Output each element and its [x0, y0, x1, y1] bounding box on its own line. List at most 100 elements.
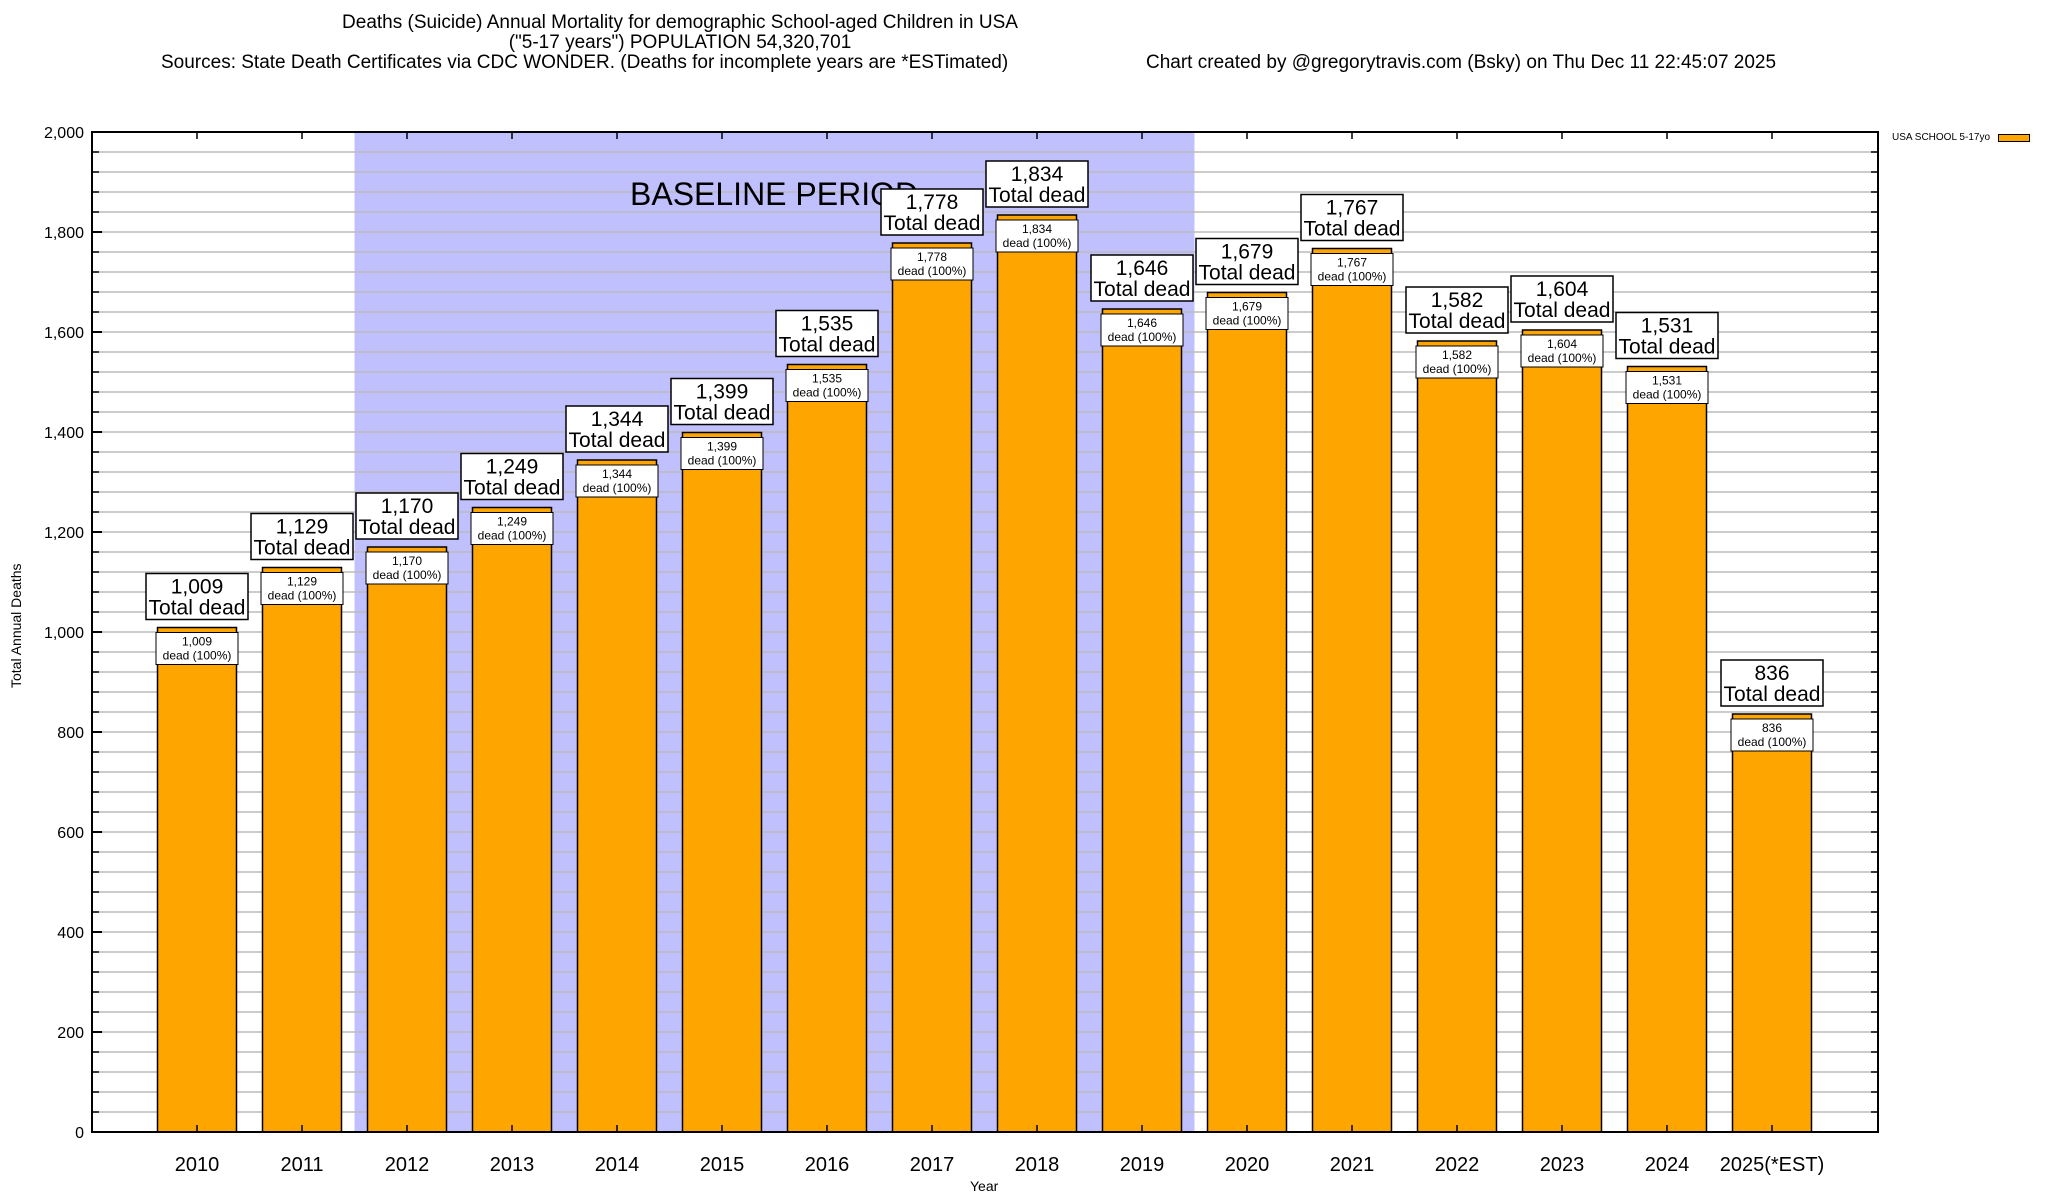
inner-label-text: dead (100%): [1423, 362, 1492, 376]
total-label-box: [775, 309, 879, 358]
y-tick-label: 1,400: [44, 425, 84, 442]
bar: [156, 626, 238, 1133]
total-label-box: [250, 512, 354, 561]
inner-label-text: dead (100%): [1003, 236, 1072, 250]
x-tick-label: 2024: [1645, 1154, 1690, 1176]
x-tick-label: 2020: [1225, 1154, 1270, 1176]
x-tick-label: 2023: [1540, 1154, 1585, 1176]
inner-label-value: 1,604: [1547, 337, 1577, 351]
chart-title: Deaths (Suicide) Annual Mortality for de…: [342, 12, 1018, 33]
total-label-text: Total dead: [1094, 278, 1191, 301]
axes: 0 200 400 600 800 1,000 1,200 1,400 1,600 1,800 2,…: [44, 125, 1879, 1176]
bar: [366, 546, 448, 1133]
bar: [261, 566, 343, 1133]
total-label-value: 1,535: [801, 313, 854, 336]
inner-label-text: dead (100%): [1528, 351, 1597, 365]
total-label-value: 1,531: [1641, 315, 1694, 338]
total-label-box: [1090, 254, 1194, 302]
x-tick-label: 2012: [385, 1154, 430, 1176]
inner-label-text: dead (100%): [268, 589, 337, 603]
chart-subtitle: ("5-17 years") POPULATION 54,320,701: [508, 32, 852, 53]
inner-label-value: 1,646: [1127, 316, 1157, 330]
y-tick-label: 600: [57, 825, 84, 842]
y-tick-label: 800: [57, 725, 84, 742]
bar: [681, 431, 763, 1133]
bar: [1206, 291, 1288, 1133]
total-label-text: Total dead: [989, 184, 1086, 207]
chart-sources: Sources: State Death Certificates via CD…: [161, 52, 1009, 73]
y-tick-label: 0: [75, 1125, 84, 1142]
x-axis-label: Year: [970, 1178, 999, 1194]
total-label-box: [145, 572, 249, 621]
inner-label-value: 1,531: [1652, 374, 1682, 388]
inner-label-box: [1520, 334, 1604, 368]
total-label-value: 1,767: [1326, 197, 1379, 220]
legend: USA SCHOOL 5-17yo: [1892, 132, 2031, 143]
x-tick-label: 2013: [490, 1154, 535, 1176]
bar: [576, 459, 658, 1133]
legend-label: USA SCHOOL 5-17yo: [1892, 132, 1991, 143]
inner-label-box: [785, 369, 869, 402]
inner-label-text: dead (100%): [1318, 270, 1387, 284]
x-tick-label: 2010: [175, 1154, 220, 1176]
inner-label-value: 1,767: [1337, 256, 1367, 270]
total-label-value: 1,129: [276, 516, 329, 539]
inner-label-text: dead (100%): [583, 481, 652, 495]
total-label-box: [565, 405, 669, 453]
x-tick-label: 2019: [1120, 1154, 1165, 1176]
bar: [1311, 247, 1393, 1133]
inner-label-value: 1,170: [392, 554, 422, 568]
inner-label-value: 1,778: [917, 250, 947, 264]
inner-label-box: [1625, 371, 1709, 404]
total-label-value: 836: [1754, 662, 1789, 685]
total-label-value: 1,399: [696, 381, 749, 404]
bars: [156, 214, 1813, 1133]
inner-label-value: 1,344: [602, 467, 632, 481]
inner-label-box: [995, 219, 1079, 253]
total-label-box: [460, 452, 564, 501]
bar: [891, 242, 973, 1133]
x-tick-label: 2017: [910, 1154, 955, 1176]
x-tick-label: 2015: [700, 1154, 745, 1176]
inner-label-box: [1205, 297, 1289, 330]
inner-label-text: dead (100%): [1108, 330, 1177, 344]
inner-label-value: 1,679: [1232, 300, 1262, 314]
inner-label-box: [470, 512, 554, 545]
x-tick-label: 2018: [1015, 1154, 1060, 1176]
inner-label-box: [890, 247, 974, 281]
total-label-value: 1,249: [486, 456, 539, 479]
x-tick-label: 2022: [1435, 1154, 1480, 1176]
inner-label-box: [155, 632, 239, 665]
bar: [786, 363, 868, 1133]
baseline-period-label: BASELINE PERIOD: [630, 176, 918, 212]
bar: [471, 506, 553, 1133]
total-label-box: [355, 492, 459, 540]
total-label-text: Total dead: [1304, 218, 1401, 241]
bar: [1416, 340, 1498, 1133]
bar: [1731, 713, 1813, 1133]
inner-label-value: 1,009: [182, 635, 212, 649]
inner-label-text: dead (100%): [163, 649, 232, 663]
inner-label-text: dead (100%): [688, 454, 757, 468]
inner-label-value: 1,582: [1442, 348, 1472, 362]
bar: [996, 214, 1078, 1133]
inner-label-box: [680, 437, 764, 470]
total-label-text: Total dead: [569, 429, 666, 452]
inner-label-text: dead (100%): [373, 568, 442, 582]
total-label-text: Total dead: [1724, 683, 1821, 706]
total-label-text: Total dead: [1199, 262, 1296, 285]
total-label-value: 1,646: [1116, 257, 1169, 280]
y-tick-label: 1,800: [44, 225, 84, 242]
y-tick-label: 1,000: [44, 625, 84, 642]
total-label-text: Total dead: [149, 597, 246, 620]
bar: [1101, 308, 1183, 1133]
inner-label-text: dead (100%): [793, 386, 862, 400]
x-tick-label: 2016: [805, 1154, 850, 1176]
total-label-box: [670, 377, 774, 426]
total-label-box: [1300, 193, 1404, 242]
y-tick-label: 2,000: [44, 125, 84, 142]
inner-label-box: [365, 551, 449, 585]
inner-label-box: [1415, 345, 1499, 379]
total-label-value: 1,009: [171, 576, 224, 599]
